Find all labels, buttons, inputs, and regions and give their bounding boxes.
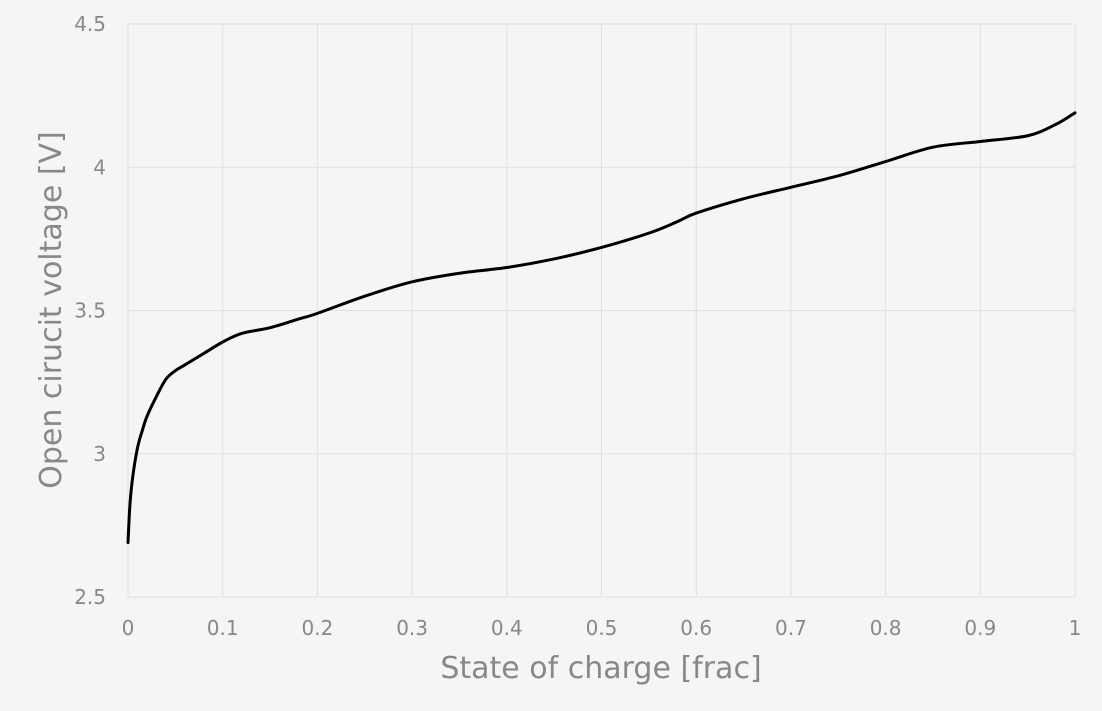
x-tick-label: 0.1	[207, 616, 239, 640]
x-tick-labels: 0 0.1 0.2 0.3 0.4 0.5 0.6 0.7 0.8 0.9 1	[122, 616, 1082, 640]
x-tick-label: 0.2	[301, 616, 333, 640]
y-axis-title: Open cirucit voltage [V]	[34, 131, 69, 489]
y-tick-label: 4	[93, 155, 106, 179]
y-tick-label: 4.5	[74, 12, 106, 36]
x-tick-label: 0.8	[870, 616, 902, 640]
x-tick-label: 0.4	[491, 616, 523, 640]
x-tick-label: 0.3	[396, 616, 428, 640]
x-tick-label: 1	[1069, 616, 1082, 640]
y-tick-label: 2.5	[74, 585, 106, 609]
ocv-curve	[126, 111, 1077, 545]
y-tick-label: 3.5	[74, 299, 106, 323]
x-tick-label: 0.7	[775, 616, 807, 640]
x-axis-title: State of charge [frac]	[440, 651, 761, 686]
grid	[127, 23, 1076, 598]
x-tick-label: 0	[122, 616, 135, 640]
y-tick-labels: 2.5 3 3.5 4 4.5	[74, 12, 106, 609]
y-tick-label: 3	[93, 442, 106, 466]
x-tick-label: 0.9	[964, 616, 996, 640]
x-tick-label: 0.5	[586, 616, 618, 640]
x-tick-label: 0.6	[680, 616, 712, 640]
